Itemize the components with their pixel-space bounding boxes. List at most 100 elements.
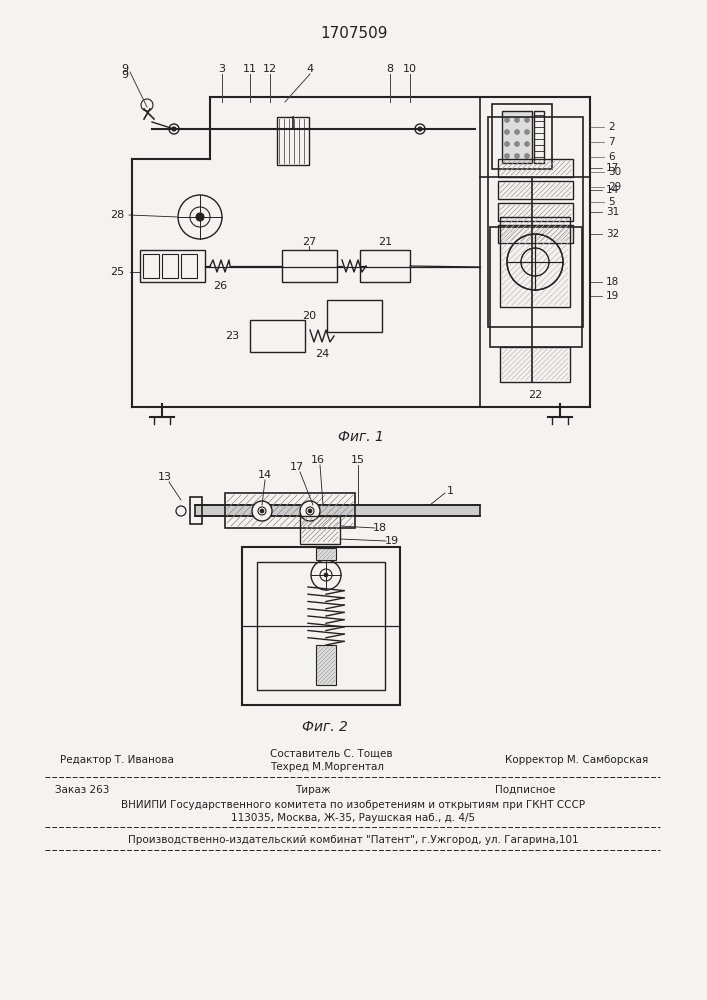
Text: 4: 4	[306, 64, 314, 74]
Bar	[257, 562, 385, 690]
Bar	[498, 181, 573, 199]
Bar	[327, 300, 382, 332]
Bar	[534, 111, 544, 163]
Text: 3: 3	[218, 64, 226, 74]
Text: 30: 30	[608, 167, 621, 177]
Text: Заказ 263: Заказ 263	[55, 785, 110, 795]
Bar	[143, 254, 159, 278]
Bar	[317, 646, 335, 684]
Text: 32: 32	[606, 229, 619, 239]
Bar	[492, 104, 552, 169]
Circle shape	[515, 153, 520, 158]
Text: Фиг. 1: Фиг. 1	[338, 430, 384, 444]
Bar	[500, 347, 570, 382]
Bar	[282, 250, 337, 282]
Circle shape	[505, 129, 510, 134]
Bar	[140, 250, 205, 282]
Text: 17: 17	[290, 462, 304, 472]
Circle shape	[260, 509, 264, 513]
Text: 17: 17	[606, 163, 619, 173]
Text: 11: 11	[243, 64, 257, 74]
Text: 29: 29	[608, 182, 621, 192]
Bar	[502, 111, 532, 163]
Bar	[190, 497, 202, 524]
Text: Составитель С. Тощев: Составитель С. Тощев	[270, 749, 392, 759]
Circle shape	[306, 507, 314, 515]
Text: 1707509: 1707509	[320, 25, 387, 40]
Bar	[502, 219, 568, 305]
Bar	[225, 493, 355, 528]
Bar	[317, 549, 335, 559]
Bar	[360, 250, 410, 282]
Bar	[500, 217, 570, 307]
Circle shape	[525, 153, 530, 158]
Text: 18: 18	[606, 277, 619, 287]
Text: 1: 1	[447, 486, 453, 496]
Text: 15: 15	[351, 455, 365, 465]
Text: 113035, Москва, Ж-35, Раушская наб., д. 4/5: 113035, Москва, Ж-35, Раушская наб., д. …	[231, 813, 475, 823]
Circle shape	[525, 129, 530, 134]
Circle shape	[258, 507, 266, 515]
Text: 7: 7	[608, 137, 614, 147]
Text: Производственно-издательский комбинат "Патент", г.Ужгород, ул. Гагарина,101: Производственно-издательский комбинат "П…	[128, 835, 578, 845]
Circle shape	[505, 117, 510, 122]
Text: 6: 6	[608, 152, 614, 162]
Text: 18: 18	[373, 523, 387, 533]
Text: 10: 10	[403, 64, 417, 74]
Circle shape	[515, 141, 520, 146]
Bar	[316, 645, 336, 685]
Bar	[498, 225, 573, 243]
Text: 13: 13	[158, 472, 172, 482]
Bar	[488, 117, 583, 327]
Text: 25: 25	[110, 267, 124, 277]
Text: 14: 14	[258, 470, 272, 480]
Text: 22: 22	[528, 390, 542, 400]
Bar	[162, 254, 178, 278]
Text: 9: 9	[121, 64, 128, 74]
Bar	[302, 518, 338, 542]
Bar	[500, 205, 571, 219]
Text: 8: 8	[387, 64, 394, 74]
Text: 14: 14	[606, 185, 619, 195]
Text: 19: 19	[606, 291, 619, 301]
Bar	[316, 548, 336, 560]
Circle shape	[418, 127, 422, 131]
Bar	[181, 254, 197, 278]
Bar	[502, 349, 568, 380]
Text: 24: 24	[315, 349, 329, 359]
Text: 12: 12	[263, 64, 277, 74]
Text: Техред М.Моргентал: Техред М.Моргентал	[270, 762, 384, 772]
Circle shape	[172, 127, 176, 131]
Text: Фиг. 2: Фиг. 2	[302, 720, 348, 734]
Bar	[498, 203, 573, 221]
Text: 31: 31	[606, 207, 619, 217]
Text: Тираж: Тираж	[295, 785, 331, 795]
Bar	[242, 547, 400, 705]
Text: 19: 19	[385, 536, 399, 546]
Circle shape	[525, 117, 530, 122]
Circle shape	[176, 506, 186, 516]
Circle shape	[515, 129, 520, 134]
Bar	[300, 516, 340, 544]
Bar	[227, 495, 353, 526]
Circle shape	[515, 117, 520, 122]
Text: 26: 26	[213, 281, 227, 291]
Text: ВНИИПИ Государственного комитета по изобретениям и открытиям при ГКНТ СССР: ВНИИПИ Государственного комитета по изоб…	[121, 800, 585, 810]
Circle shape	[324, 573, 328, 577]
Circle shape	[196, 213, 204, 221]
Circle shape	[308, 509, 312, 513]
Text: Корректор М. Самборская: Корректор М. Самборская	[505, 755, 648, 765]
Circle shape	[525, 141, 530, 146]
Circle shape	[505, 141, 510, 146]
Bar	[195, 505, 480, 516]
Text: 27: 27	[302, 237, 316, 247]
Text: 9: 9	[121, 70, 128, 80]
Bar	[498, 159, 573, 177]
Bar	[500, 161, 571, 175]
Text: 20: 20	[302, 311, 316, 321]
Circle shape	[300, 501, 320, 521]
Bar	[500, 227, 571, 241]
Bar	[279, 119, 307, 163]
Text: 21: 21	[378, 237, 392, 247]
Text: Подписное: Подписное	[495, 785, 556, 795]
